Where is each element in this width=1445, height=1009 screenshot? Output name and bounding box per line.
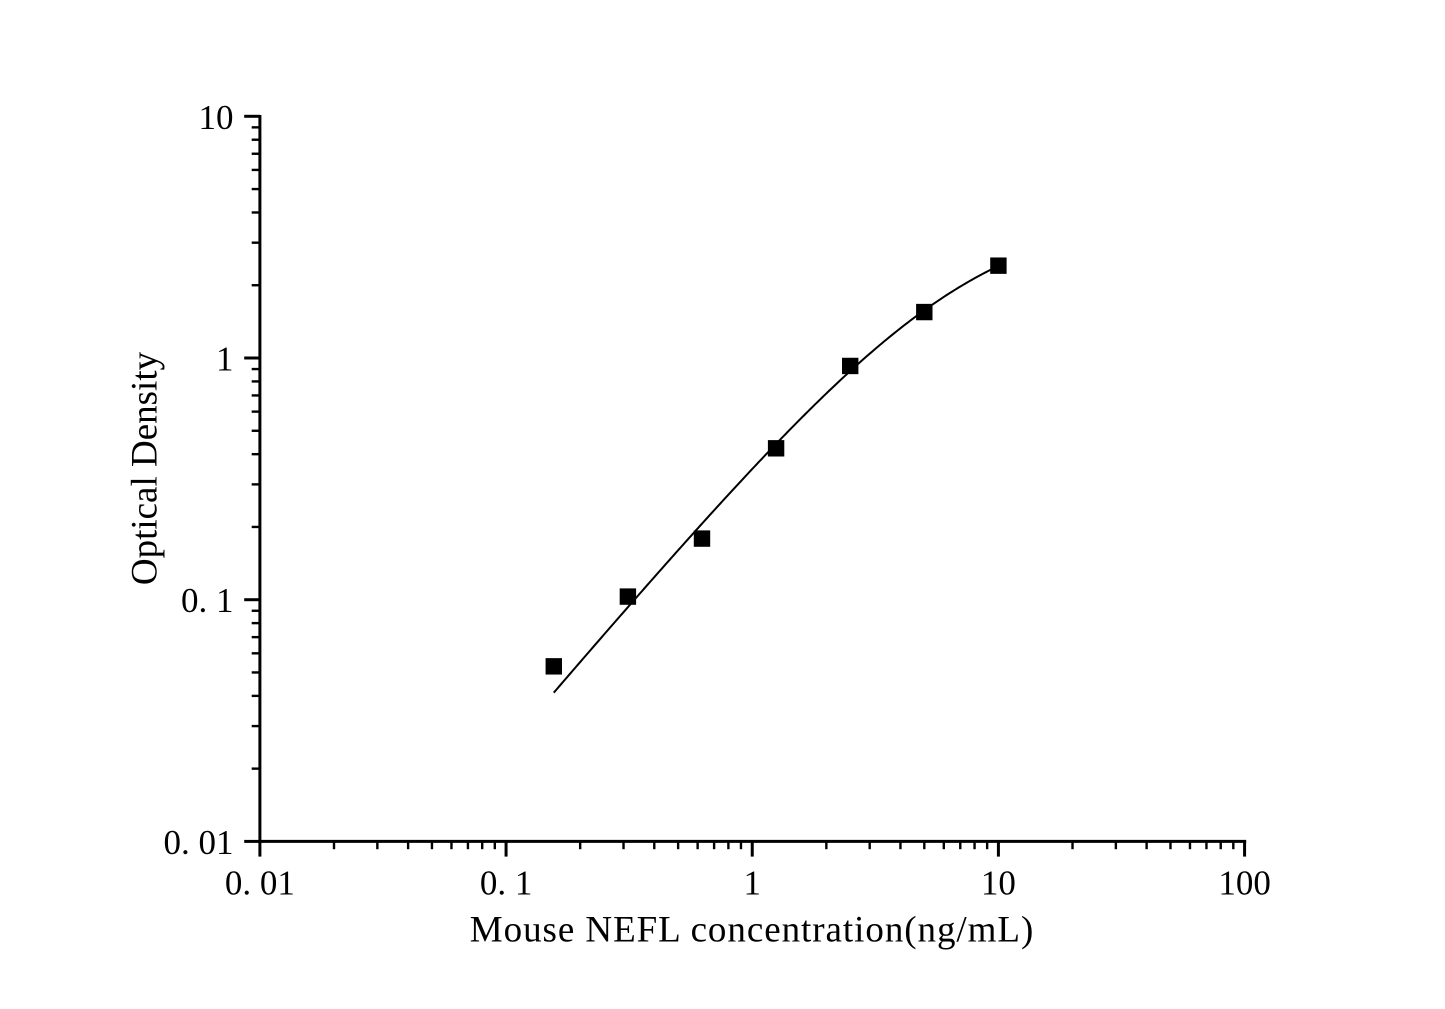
x-axis-title: Mouse NEFL concentration(ng/mL) — [470, 910, 1034, 951]
y-axis-title: Optical Density — [125, 351, 166, 585]
data-point-marker — [916, 303, 933, 321]
y-tick-label: 0. 01 — [164, 823, 234, 862]
data-point-marker — [842, 357, 859, 375]
axis-ticks — [244, 114, 1247, 857]
axis-tick-labels: 0. 01 0. 1 1 10 100 0. 01 0. 1 1 10 — [164, 98, 1271, 903]
x-tick-label: 100 — [1218, 864, 1271, 903]
x-tick-label: 0. 01 — [225, 864, 295, 903]
axes — [258, 115, 1247, 843]
data-point-marker — [693, 530, 711, 547]
y-tick-label: 10 — [199, 98, 234, 137]
x-tick-label: 1 — [743, 864, 761, 903]
y-tick-label: 0. 1 — [181, 581, 234, 620]
data-point-marker — [990, 257, 1007, 274]
y-tick-label: 1 — [216, 340, 234, 379]
data-point-marker — [767, 440, 785, 457]
data-point-marker — [619, 588, 637, 605]
x-tick-label: 0. 1 — [480, 864, 533, 903]
plot-content — [545, 257, 1007, 694]
fit-curve — [553, 265, 999, 694]
x-tick-label: 10 — [981, 864, 1016, 903]
data-point-marker — [545, 658, 562, 675]
